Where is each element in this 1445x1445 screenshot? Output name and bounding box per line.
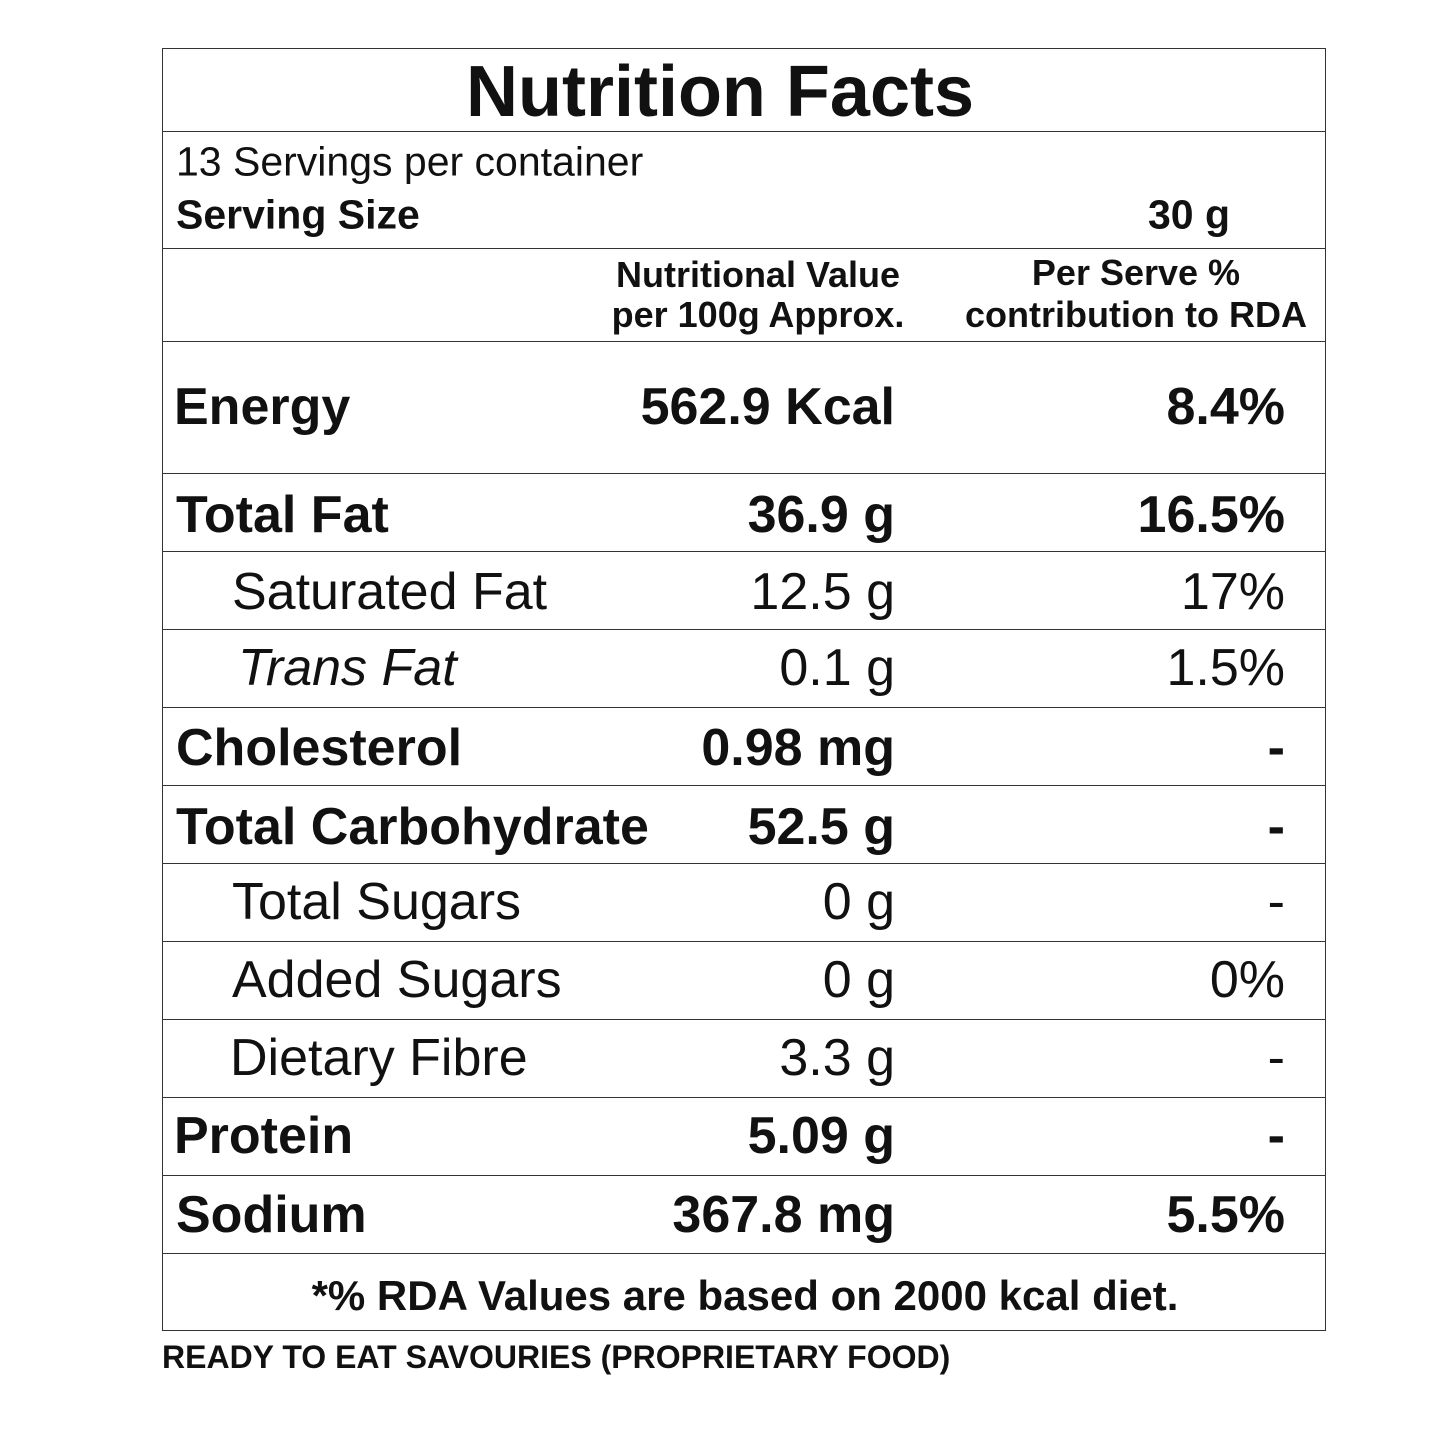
nutrient-name: Protein [174, 1107, 354, 1165]
nutrient-name: Dietary Fibre [230, 1029, 528, 1087]
nutrient-rda: - [1267, 1029, 1285, 1087]
nutrient-name: Trans Fat [238, 639, 457, 697]
divider [162, 707, 1326, 708]
nutrient-amount: 36.9 g [747, 486, 895, 544]
product-category: READY TO EAT SAVOURIES (PROPRIETARY FOOD… [162, 1339, 951, 1375]
divider [162, 1019, 1326, 1020]
divider [162, 629, 1326, 630]
footnote: *% RDA Values are based on 2000 kcal die… [311, 1272, 1179, 1319]
divider [162, 1253, 1326, 1254]
nutrient-amount: 562.9 Kcal [640, 378, 895, 436]
nutrient-name: Cholesterol [176, 719, 463, 777]
title: Nutrition Facts [465, 52, 975, 132]
servings: 13 Servings per container [176, 138, 644, 185]
nutrient-amount: 5.09 g [747, 1107, 895, 1165]
serving-size-label: Serving Size [176, 191, 420, 238]
divider [162, 473, 1326, 474]
nutrient-name: Total Sugars [232, 873, 522, 931]
divider [162, 341, 1326, 342]
nutrient-rda: - [1267, 798, 1285, 856]
nutrient-rda: 1.5% [1166, 639, 1285, 697]
nutrient-rda: 5.5% [1166, 1186, 1285, 1244]
nutrient-name: Total Fat [176, 486, 389, 544]
nutrient-name: Energy [174, 378, 351, 436]
column-header: Per Serve % [1031, 252, 1241, 293]
column-header: per 100g Approx. [611, 294, 905, 335]
divider [162, 248, 1326, 249]
divider [162, 1175, 1326, 1176]
nutrient-rda: 8.4% [1166, 378, 1285, 436]
nutrient-rda: - [1267, 1107, 1285, 1165]
nutrient-rda: 17% [1180, 563, 1285, 621]
nutrient-amount: 52.5 g [747, 798, 895, 856]
divider [162, 131, 1326, 132]
nutrient-amount: 0 g [822, 873, 895, 931]
nutrient-amount: 3.3 g [779, 1029, 895, 1087]
divider [162, 1097, 1326, 1098]
nutrient-amount: 0 g [822, 951, 895, 1009]
nutrient-amount: 12.5 g [750, 563, 895, 621]
serving-size-value: 30 g [1147, 191, 1230, 238]
nutrient-amount: 0.1 g [779, 639, 895, 697]
nutrient-rda: 0% [1209, 951, 1285, 1009]
nutrient-amount: 0.98 mg [701, 719, 895, 777]
divider [162, 785, 1326, 786]
nutrient-amount: 367.8 mg [672, 1186, 895, 1244]
divider [162, 941, 1326, 942]
divider [162, 863, 1326, 864]
nutrient-name: Total Carbohydrate [176, 798, 649, 856]
divider [162, 551, 1326, 552]
label-border [162, 48, 1326, 1331]
nutrient-name: Sodium [176, 1186, 367, 1244]
column-header: Nutritional Value [615, 254, 901, 295]
nutrient-rda: - [1267, 719, 1285, 777]
nutrient-name: Added Sugars [232, 951, 562, 1009]
nutrient-name: Saturated Fat [232, 563, 548, 621]
column-header: contribution to RDA [965, 294, 1307, 335]
nutrient-rda: - [1267, 873, 1285, 931]
nutrient-rda: 16.5% [1137, 486, 1285, 544]
